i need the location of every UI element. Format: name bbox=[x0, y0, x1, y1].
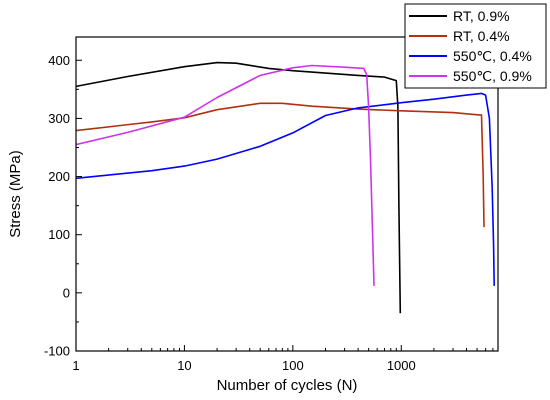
legend-label: RT, 0.9% bbox=[453, 8, 510, 24]
y-tick-label: 400 bbox=[48, 53, 70, 68]
series-layer bbox=[76, 61, 495, 314]
y-tick-label: 0 bbox=[63, 285, 70, 300]
legend-box bbox=[404, 3, 547, 89]
legend-item: RT, 0.9% bbox=[409, 8, 510, 24]
series-line-1 bbox=[76, 61, 402, 314]
x-tick-label: 1000 bbox=[387, 358, 416, 373]
legend-label: 550℃, 0.4% bbox=[453, 48, 532, 64]
legend-label: RT, 0.4% bbox=[453, 28, 510, 44]
y-tick-label: 100 bbox=[48, 227, 70, 242]
y-tick-label: 300 bbox=[48, 111, 70, 126]
y-tick-label: -100 bbox=[44, 344, 70, 359]
y-axis-title: Stress (MPa) bbox=[7, 150, 24, 238]
series-line-4 bbox=[76, 64, 375, 286]
x-tick-label: 100 bbox=[282, 358, 304, 373]
legend-item: RT, 0.4% bbox=[409, 28, 510, 44]
series-line-3 bbox=[76, 92, 495, 286]
x-axis: 1 10 100 1000 bbox=[72, 345, 494, 373]
legend: RT, 0.9% RT, 0.4% 550℃, 0.4% 550℃, 0.9% bbox=[404, 3, 547, 89]
series-line-2 bbox=[76, 102, 485, 228]
y-tick-label: 200 bbox=[48, 169, 70, 184]
legend-item: 550℃, 0.4% bbox=[409, 48, 532, 64]
legend-item: 550℃, 0.9% bbox=[409, 68, 532, 84]
plot-frame bbox=[75, 36, 499, 352]
legend-label: 550℃, 0.9% bbox=[453, 68, 532, 84]
x-axis-title: Number of cycles (N) bbox=[217, 377, 358, 394]
x-tick-label: 1 bbox=[72, 358, 79, 373]
y-axis: -100 0 100 200 300 400 bbox=[44, 53, 82, 359]
x-tick-label: 10 bbox=[177, 358, 191, 373]
